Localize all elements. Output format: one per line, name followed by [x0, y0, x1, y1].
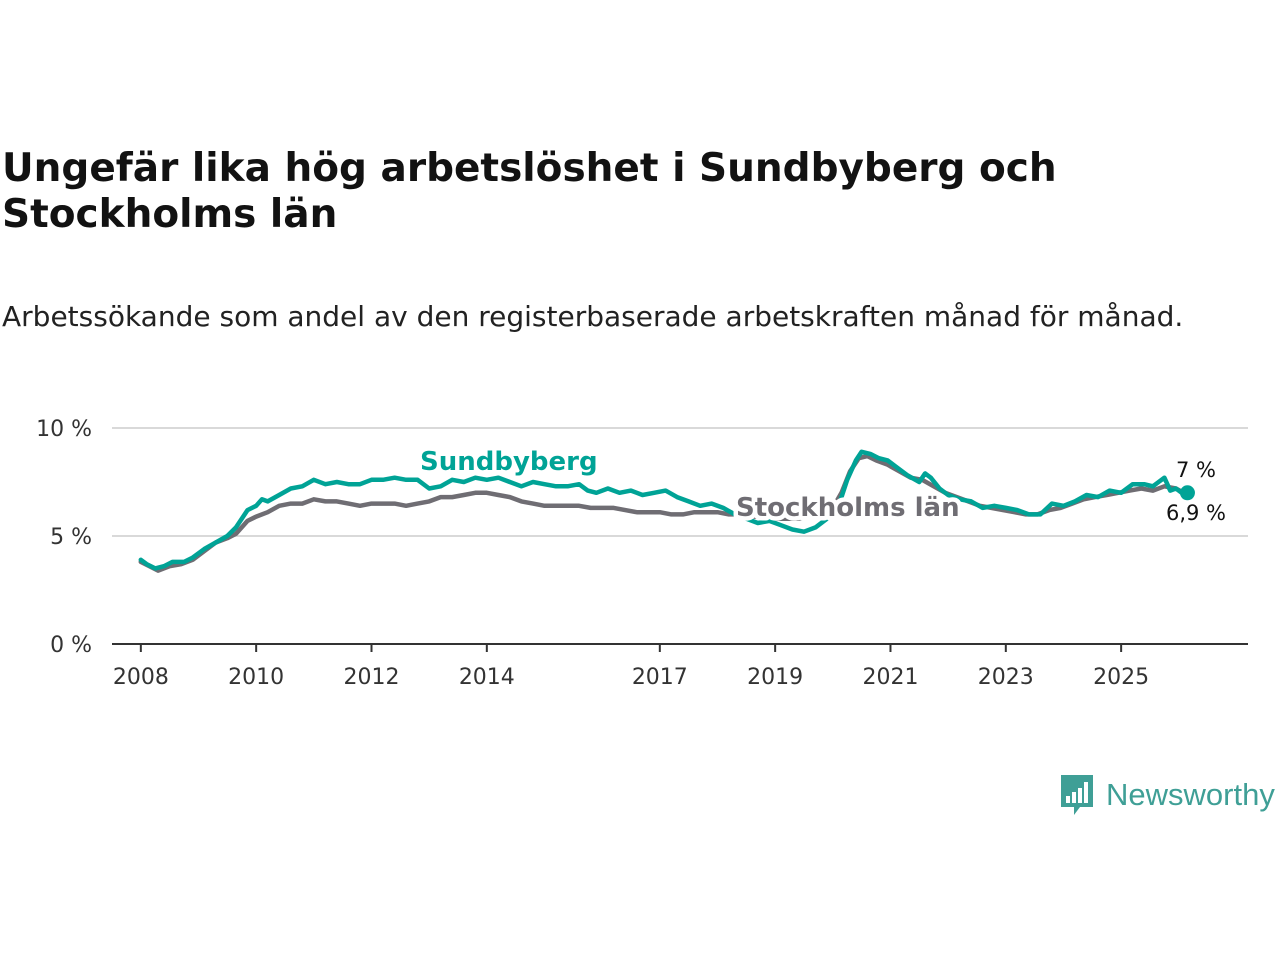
y-tick-label: 0 %	[50, 633, 92, 658]
series-line-sundbyberg	[138, 449, 1190, 571]
series-label-sundbyberg-halo: Sundbyberg	[420, 447, 598, 477]
y-tick-label: 5 %	[50, 525, 92, 550]
series-lines	[138, 449, 1195, 573]
newsworthy-logo-icon	[1061, 775, 1093, 815]
x-axis-tick-labels: 2008 2010 2012 2014 2017 2019 2021 2023 2025	[113, 665, 1149, 690]
x-tick-label: 2014	[459, 665, 515, 690]
series-label-stockholms-lan-halo: Stockholms län	[736, 493, 960, 523]
line-chart: 0 %5 %10 % 2008 2010 2012 2014 2017 2019 2021 2…	[36, 417, 1248, 690]
chart-subtitle: Arbetssökande som andel av den registerb…	[2, 300, 1184, 333]
x-tick-label: 2010	[228, 665, 284, 690]
gridlines	[112, 427, 1248, 537]
series-line-stockholms-lan	[138, 453, 1190, 573]
x-tick-label: 2017	[632, 665, 688, 690]
y-axis-tick-labels: 0 % 5 % 10 %	[36, 417, 92, 658]
x-tick-label: 2012	[343, 665, 399, 690]
x-tick-label: 2021	[862, 665, 918, 690]
x-tick-label: 2025	[1093, 665, 1149, 690]
brand-name: Newsworthy	[1106, 777, 1275, 812]
chart-title: Ungefär lika hög arbetslöshet i Sundbybe…	[2, 146, 1057, 237]
x-tick-label: 2023	[978, 665, 1034, 690]
x-tick-label: 2008	[113, 665, 169, 690]
series-label-sundbyberg: Sundbyberg	[420, 447, 598, 477]
end-label-sundbyberg: 7 %	[1176, 458, 1216, 482]
brand-logo: Newsworthy	[1058, 772, 1275, 818]
end-point-marker	[1179, 485, 1195, 501]
x-axis	[112, 643, 1248, 652]
y-tick-label: 10 %	[36, 417, 92, 442]
series-label-stockholms-lan: Stockholms län	[736, 493, 960, 523]
end-label-stockholms-lan: 6,9 %	[1166, 501, 1226, 525]
end-label-sundbyberg-halo: 7 %	[1176, 458, 1216, 482]
x-tick-label: 2019	[747, 665, 803, 690]
end-label-stockholms-lan-halo: 6,9 %	[1166, 501, 1226, 525]
